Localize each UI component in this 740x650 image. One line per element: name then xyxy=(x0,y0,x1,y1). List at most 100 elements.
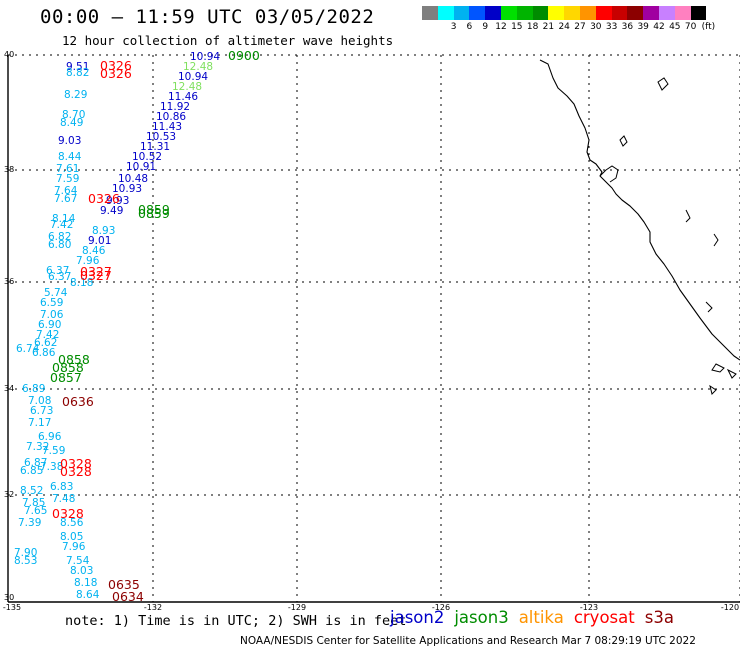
wave-height-label: 10.94 xyxy=(190,51,220,63)
coastline xyxy=(539,59,740,361)
wave-height-label: 10.53 xyxy=(146,131,176,143)
satellite-altika: altika xyxy=(518,608,564,627)
colorbar-tick-label: 18 xyxy=(526,22,539,32)
colorbar-tick-label: 27 xyxy=(574,22,586,32)
wave-height-label: 8.56 xyxy=(60,517,84,529)
colorbar-tick-label: 33 xyxy=(605,22,618,32)
wave-height-label: 6.37 xyxy=(48,271,71,283)
wave-height-label: 7.06 xyxy=(40,309,64,321)
colorbar-tick-label: 9 xyxy=(482,22,489,32)
colorbar-swatch xyxy=(453,6,470,20)
wave-height-label: 10.94 xyxy=(178,71,208,83)
observation-time-label: 0900 xyxy=(228,48,260,63)
colorbar-tick-label: 12 xyxy=(495,22,507,32)
wave-height-label: 7.96 xyxy=(62,541,86,553)
wave-height-label: 9.03 xyxy=(58,135,81,147)
wave-height-label: 7.64 xyxy=(54,185,78,197)
wave-height-label: 6.62 xyxy=(34,337,57,349)
observation-time-label: 0326 xyxy=(100,58,132,73)
observation-time-label: 0328 xyxy=(60,456,92,471)
wave-height-label: 6.73 xyxy=(30,405,53,417)
satellite-cryosat: cryosat xyxy=(573,608,635,627)
wave-height-label: 7.59 xyxy=(56,173,79,185)
wave-height-label: 7.32 xyxy=(26,441,49,453)
wave-height-label: 7.08 xyxy=(28,395,51,407)
wave-height-label: 5.74 xyxy=(44,287,68,299)
latitude-label: 36 xyxy=(4,277,14,286)
observation-time-label: 0326 xyxy=(88,191,120,206)
longitude-label: -123 xyxy=(580,603,598,612)
wave-height-label: 6.96 xyxy=(38,431,62,443)
wave-height-label: 10.93 xyxy=(112,183,142,195)
wave-height-label: 6.87 xyxy=(24,457,47,469)
wave-height-label: 7.17 xyxy=(28,417,51,429)
latitude-label: 38 xyxy=(4,165,14,174)
wave-height-label: 9.01 xyxy=(88,235,111,247)
wave-height-label: 7.96 xyxy=(76,255,100,267)
wave-height-label: 7.42 xyxy=(50,219,73,231)
wave-height-label: 7.42 xyxy=(36,329,59,341)
wave-height-label: 6.83 xyxy=(50,481,73,493)
observation-time-label: 0857 xyxy=(50,370,82,385)
wave-height-label: 8.93 xyxy=(92,225,115,237)
wave-height-label: 6.89 xyxy=(22,383,45,395)
lake-shape xyxy=(705,301,713,313)
wave-height-label: 10.48 xyxy=(118,173,148,185)
colorbar-tick-label: 15 xyxy=(511,22,523,32)
colorbar-swatch xyxy=(500,6,517,20)
wave-height-label: 6.59 xyxy=(40,297,63,309)
observation-time-label: 0636 xyxy=(62,394,94,409)
colorbar-tick-label: 70 xyxy=(684,22,697,32)
wave-height-label: 6.74 xyxy=(16,343,40,355)
observation-time-label: 0635 xyxy=(108,577,140,592)
lake-shape xyxy=(619,135,628,147)
colorbar-tick-label: 3 xyxy=(450,22,457,32)
observation-time-label: 0859 xyxy=(138,206,170,221)
colorbar-tick-label: 45 xyxy=(669,22,681,32)
colorbar-swatch xyxy=(564,6,580,20)
colorbar-tick-label: 42 xyxy=(653,22,665,32)
footer-note: note: 1) Time is in UTC; 2) SWH is in fe… xyxy=(65,613,407,629)
wave-height-label: 8.49 xyxy=(60,117,83,129)
lake-shape xyxy=(685,209,691,223)
wave-height-label: 8.03 xyxy=(70,565,93,577)
latitude-label: 40 xyxy=(4,50,14,59)
lat-lon-grid xyxy=(8,54,740,602)
wave-height-labels: 10.9412.4810.9412.4811.4611.9210.8611.43… xyxy=(14,48,260,604)
wave-height-label: 7.48 xyxy=(52,493,75,505)
wave-height-label: 8.18 xyxy=(74,577,97,589)
colorbar-swatch xyxy=(437,6,454,20)
wave-height-label: 8.64 xyxy=(76,589,100,601)
wave-height-label: 6.90 xyxy=(38,319,61,331)
axis-labels: 40 38 36 34 32 30-135 -132 -129 -126 -123 -120 xyxy=(3,50,739,612)
colorbar-swatch xyxy=(532,6,549,20)
wave-height-label: 6.82 xyxy=(48,231,71,243)
wave-height-label: 7.39 xyxy=(18,517,41,529)
satellite-s3a: s3a xyxy=(644,608,674,627)
satellite-jason2: jason2 xyxy=(390,608,445,627)
colorbar-swatch xyxy=(643,6,659,20)
bay-outline xyxy=(599,165,619,183)
colorbar-tick-label: 6 xyxy=(466,22,473,32)
wave-height-label: 8.53 xyxy=(14,555,37,567)
wave-height-label: 11.46 xyxy=(168,91,198,103)
wave-height-label: 8.70 xyxy=(62,109,85,121)
wave-height-label: 7.59 xyxy=(42,445,65,457)
lake-shape xyxy=(657,77,669,91)
map-title: 00:00 – 11:59 UTC 03/05/2022 xyxy=(40,6,375,28)
colorbar-swatch xyxy=(595,6,612,20)
wave-height-label: 6.86 xyxy=(32,347,56,359)
wave-height-label: 6.37 xyxy=(46,265,69,277)
latitude-label: 34 xyxy=(4,384,14,393)
island-shape xyxy=(709,384,717,395)
wave-height-label: 7.67 xyxy=(54,193,77,205)
longitude-label: -120 xyxy=(721,603,739,612)
wave-height-label: 7.85 xyxy=(22,497,45,509)
wave-height-label: 8.14 xyxy=(52,213,76,225)
longitude-label: -129 xyxy=(288,603,306,612)
wave-height-label: 8.05 xyxy=(60,531,83,543)
observation-time-label: 0327 xyxy=(80,264,112,279)
island-shape xyxy=(711,363,725,373)
wave-height-label: 12.48 xyxy=(172,81,202,93)
